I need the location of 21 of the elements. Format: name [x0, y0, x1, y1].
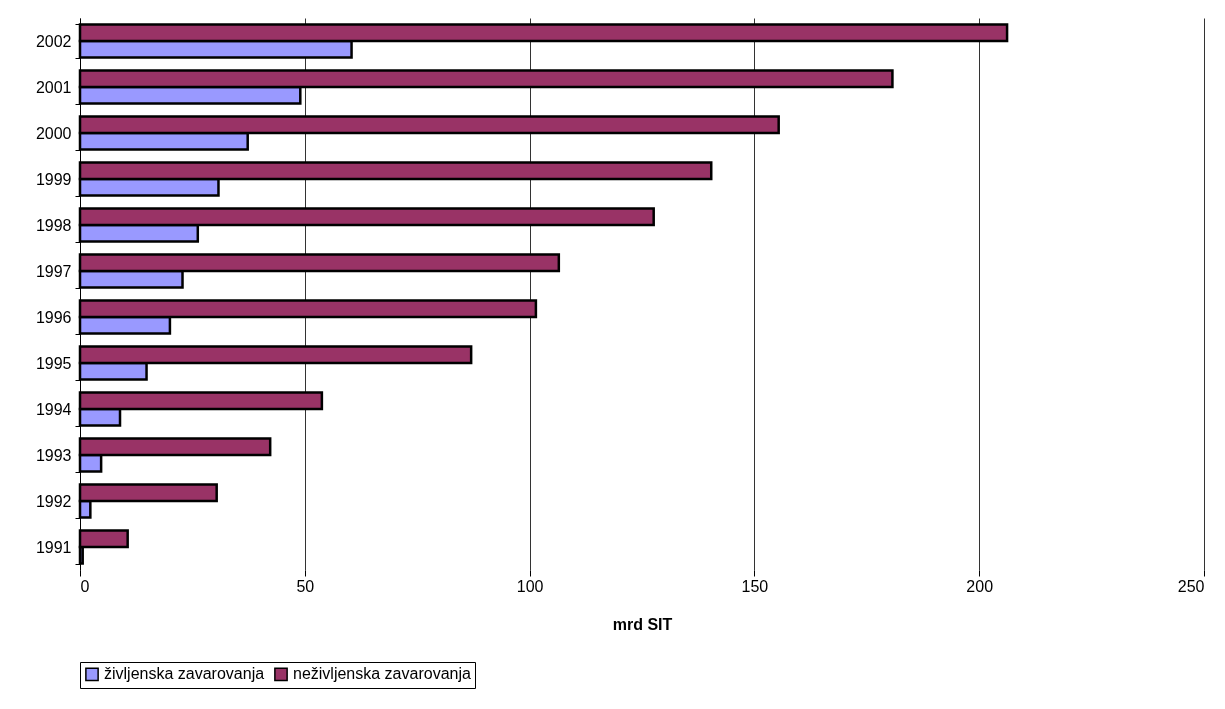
x-tick-label: 100	[516, 577, 544, 595]
y-tick-label: 1996	[35, 308, 72, 326]
y-tick-label: 1994	[35, 400, 72, 418]
y-tick-label: 1991	[35, 538, 72, 556]
y-tick-label: 2001	[35, 78, 72, 96]
x-tick-label: 0	[80, 577, 90, 595]
x-tick-label: 150	[741, 577, 769, 595]
y-tick-label: 2000	[35, 124, 72, 142]
y-tick-label: 1993	[35, 446, 72, 464]
y-tick-label: 1992	[35, 492, 72, 510]
y-tick-label: 2002	[35, 32, 72, 50]
legend-label: življenska zavarovanja	[104, 665, 265, 683]
x-axis-title: mrd SIT	[612, 615, 673, 633]
x-tick-label: 50	[296, 577, 315, 595]
x-tick-label: 200	[966, 577, 994, 595]
y-tick-label: 1999	[35, 170, 72, 188]
x-tick-label: 250	[1177, 577, 1205, 595]
y-tick-label: 1997	[35, 262, 72, 280]
legend-label: neživljenska zavarovanja	[293, 665, 471, 683]
y-tick-label: 1995	[35, 354, 72, 372]
y-tick-label: 1998	[35, 216, 72, 234]
